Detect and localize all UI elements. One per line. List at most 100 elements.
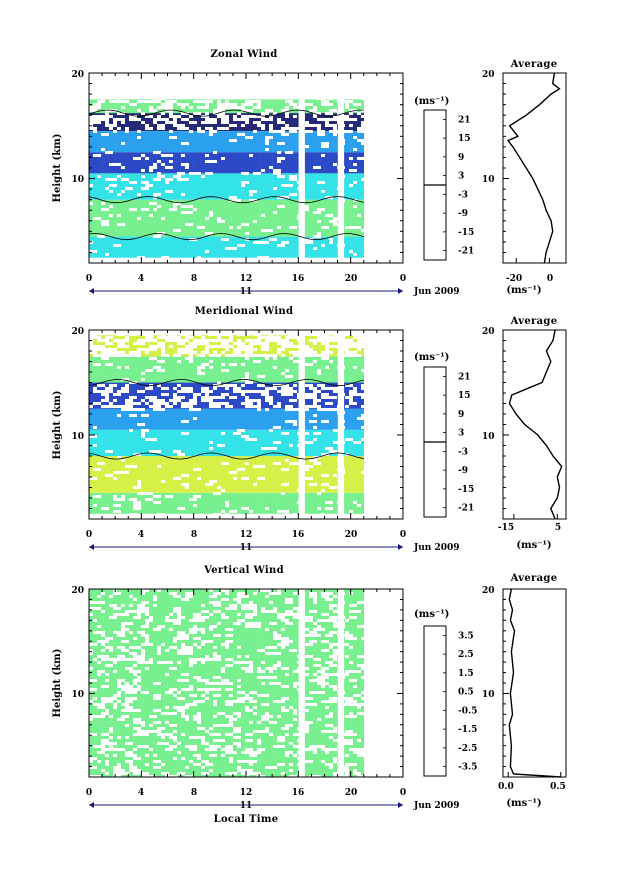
missing-data-cell xyxy=(237,679,241,682)
missing-data-cell xyxy=(353,333,357,336)
missing-data-cell xyxy=(117,646,125,649)
heatmap-cell xyxy=(357,356,364,383)
missing-data-cell xyxy=(341,742,345,745)
missing-data-cell xyxy=(401,390,409,393)
missing-data-cell xyxy=(353,148,357,151)
heatmap-cell xyxy=(350,152,358,174)
heatmap-cell xyxy=(89,456,96,493)
missing-data-cell xyxy=(121,178,129,181)
missing-data-cell xyxy=(357,655,361,658)
missing-data-cell xyxy=(317,390,321,393)
missing-data-cell xyxy=(337,691,345,694)
missing-data-cell xyxy=(125,405,133,408)
heatmap-cell xyxy=(246,356,253,383)
missing-data-cell xyxy=(153,193,157,196)
missing-data-cell xyxy=(389,670,397,673)
missing-data-cell xyxy=(125,366,129,369)
missing-data-cell xyxy=(165,673,169,676)
missing-data-cell xyxy=(121,378,129,381)
missing-data-cell xyxy=(153,754,157,757)
missing-data-cell xyxy=(205,393,209,396)
missing-data-cell xyxy=(121,121,125,124)
missing-data-cell xyxy=(341,100,345,103)
heatmap-cell xyxy=(108,429,116,457)
missing-data-cell xyxy=(201,766,205,769)
missing-data-cell xyxy=(245,121,249,124)
missing-data-cell xyxy=(265,396,273,399)
missing-data-cell xyxy=(105,112,109,115)
missing-data-cell xyxy=(137,676,141,679)
heatmap-cell xyxy=(252,131,260,153)
missing-data-cell xyxy=(153,178,161,181)
colorbar-tick-label: -2.5 xyxy=(458,744,477,754)
day-axis xyxy=(89,802,403,808)
missing-data-cell xyxy=(297,733,305,736)
missing-data-cell xyxy=(389,592,393,595)
missing-data-cell xyxy=(277,510,281,513)
missing-data-cell xyxy=(301,130,305,133)
missing-data-cell xyxy=(225,700,233,703)
missing-data-cell xyxy=(189,595,193,598)
missing-data-cell xyxy=(173,393,177,396)
missing-data-cell xyxy=(209,214,213,217)
missing-data-cell xyxy=(309,483,317,486)
missing-data-cell xyxy=(401,339,409,342)
missing-data-cell xyxy=(325,100,329,103)
heatmap-cell xyxy=(108,408,116,430)
missing-data-cell xyxy=(317,628,325,631)
missing-data-cell xyxy=(97,631,105,634)
missing-data-cell xyxy=(321,760,325,763)
missing-data-cell xyxy=(193,613,201,616)
missing-data-cell xyxy=(93,130,97,133)
missing-data-cell xyxy=(197,408,201,411)
missing-data-cell xyxy=(369,85,377,88)
missing-data-cell xyxy=(329,616,337,619)
missing-data-cell xyxy=(385,589,393,592)
missing-data-cell xyxy=(385,691,393,694)
heatmap-cell xyxy=(134,152,142,174)
heatmap-cell xyxy=(304,131,312,153)
missing-data-cell xyxy=(109,664,113,667)
missing-data-cell xyxy=(225,106,233,109)
y-tick-label: 20 xyxy=(71,586,84,596)
missing-data-cell xyxy=(241,691,245,694)
heatmap-cell xyxy=(154,113,162,131)
missing-data-cell xyxy=(149,715,153,718)
missing-data-cell xyxy=(225,715,233,718)
heatmap-cell xyxy=(357,173,364,200)
missing-data-cell xyxy=(177,453,185,456)
missing-data-cell xyxy=(341,142,345,145)
profile-x-tick-label: 0.0 xyxy=(498,782,514,792)
missing-data-cell xyxy=(101,769,105,772)
missing-data-cell xyxy=(181,715,189,718)
x-tick-label: 8 xyxy=(191,530,197,540)
missing-data-cell xyxy=(265,112,269,115)
missing-data-cell xyxy=(381,259,389,262)
missing-data-cell xyxy=(97,85,101,88)
missing-data-cell xyxy=(269,399,273,402)
missing-data-cell xyxy=(101,462,105,465)
missing-data-cell xyxy=(237,685,241,688)
missing-data-cell xyxy=(357,664,365,667)
missing-data-cell xyxy=(373,772,377,775)
heatmap-cell xyxy=(147,589,155,777)
missing-data-cell xyxy=(213,151,217,154)
heatmap-cell xyxy=(174,429,181,457)
missing-data-cell xyxy=(345,226,353,229)
missing-data-cell xyxy=(105,91,113,94)
missing-data-cell xyxy=(365,399,369,402)
missing-data-cell xyxy=(117,97,121,100)
missing-data-cell xyxy=(201,390,209,393)
missing-data-cell xyxy=(269,601,273,604)
heatmap-cell xyxy=(252,152,260,174)
heatmap-cell xyxy=(344,382,351,409)
missing-data-cell xyxy=(221,393,229,396)
missing-data-cell xyxy=(233,607,237,610)
missing-data-cell xyxy=(261,241,269,244)
missing-data-cell xyxy=(229,345,233,348)
heatmap-cell xyxy=(226,113,234,131)
heatmap-cell xyxy=(344,152,351,174)
heatmap-cell xyxy=(134,382,142,409)
missing-data-cell xyxy=(221,369,229,372)
zero-contour-line xyxy=(88,378,364,387)
